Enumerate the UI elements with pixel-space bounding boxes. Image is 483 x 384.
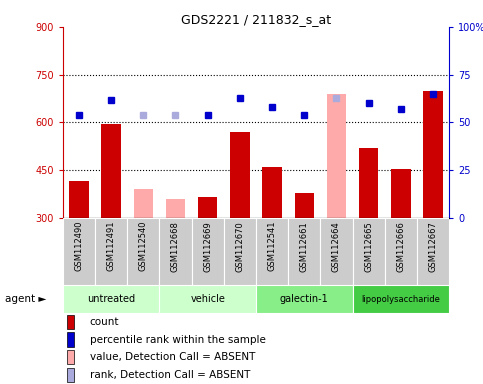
Bar: [127, 218, 159, 285]
Bar: [166, 199, 185, 218]
Bar: [353, 285, 449, 313]
Text: GSM112664: GSM112664: [332, 221, 341, 271]
Text: rank, Detection Call = ABSENT: rank, Detection Call = ABSENT: [90, 370, 250, 380]
Text: value, Detection Call = ABSENT: value, Detection Call = ABSENT: [90, 353, 255, 362]
Bar: [67, 315, 74, 329]
Bar: [295, 193, 314, 218]
Text: percentile rank within the sample: percentile rank within the sample: [90, 334, 266, 344]
Bar: [69, 182, 88, 218]
Bar: [192, 218, 224, 285]
Text: count: count: [90, 317, 119, 327]
Bar: [391, 169, 411, 218]
Text: GSM112665: GSM112665: [364, 221, 373, 271]
Text: lipopolysaccharide: lipopolysaccharide: [361, 295, 440, 304]
Text: GSM112661: GSM112661: [300, 221, 309, 271]
Text: GSM112669: GSM112669: [203, 221, 212, 271]
Bar: [198, 197, 217, 218]
Bar: [134, 189, 153, 218]
Bar: [262, 167, 282, 218]
Bar: [327, 94, 346, 218]
Text: GSM112666: GSM112666: [397, 221, 405, 271]
Text: agent ►: agent ►: [5, 294, 46, 304]
Bar: [159, 218, 192, 285]
Bar: [224, 218, 256, 285]
Text: GSM112670: GSM112670: [235, 221, 244, 271]
Text: GSM112668: GSM112668: [171, 221, 180, 271]
Bar: [288, 218, 320, 285]
Bar: [385, 218, 417, 285]
Bar: [256, 285, 353, 313]
Text: GSM112541: GSM112541: [268, 221, 277, 271]
Text: GSM112490: GSM112490: [74, 221, 84, 271]
Bar: [159, 285, 256, 313]
Text: GSM112667: GSM112667: [428, 221, 438, 271]
Bar: [424, 91, 443, 218]
Bar: [63, 218, 95, 285]
Bar: [230, 132, 250, 218]
Text: GSM112491: GSM112491: [107, 221, 115, 271]
Bar: [101, 124, 121, 218]
Text: untreated: untreated: [87, 294, 135, 304]
Bar: [67, 350, 74, 364]
Bar: [359, 148, 378, 218]
Bar: [63, 285, 159, 313]
Bar: [353, 218, 385, 285]
Text: galectin-1: galectin-1: [280, 294, 328, 304]
Bar: [256, 218, 288, 285]
Bar: [320, 218, 353, 285]
Bar: [67, 368, 74, 382]
Bar: [95, 218, 127, 285]
Bar: [417, 218, 449, 285]
Title: GDS2221 / 211832_s_at: GDS2221 / 211832_s_at: [181, 13, 331, 26]
Text: vehicle: vehicle: [190, 294, 225, 304]
Text: GSM112540: GSM112540: [139, 221, 148, 271]
Bar: [67, 333, 74, 347]
